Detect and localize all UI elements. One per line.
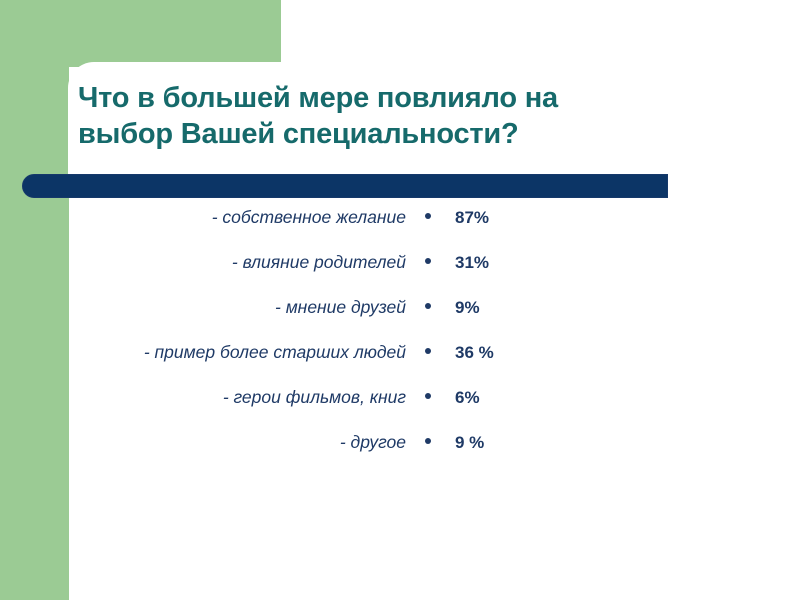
round-bullet-icon	[425, 303, 431, 309]
slide-title-line-1: Что в большей мере повлияло на	[78, 82, 558, 114]
answer-row: - собственное желание 87%	[0, 206, 800, 251]
round-bullet-icon	[425, 213, 431, 219]
answer-label: - влияние родителей	[231, 252, 406, 272]
answer-label: - пример более старших людей	[143, 342, 406, 362]
title-card-panel	[68, 62, 800, 192]
answer-label: - герои фильмов, книг	[222, 387, 406, 407]
answers-list: - собственное желание 87% - влияние роди…	[0, 206, 800, 476]
answer-value-group: 9 %	[425, 432, 484, 454]
answer-value-group: 9%	[425, 297, 480, 319]
answer-percent: 9%	[455, 298, 480, 317]
round-bullet-icon	[425, 393, 431, 399]
slide-title-line-2: выбор Вашей специальности?	[78, 118, 519, 150]
answer-label: - собственное желание	[211, 207, 406, 227]
answer-row: - пример более старших людей 36 %	[0, 341, 800, 386]
answer-row: - герои фильмов, книг 6%	[0, 386, 800, 431]
answer-percent: 36 %	[455, 343, 494, 362]
answer-row: - влияние родителей 31%	[0, 251, 800, 296]
answer-percent: 9 %	[455, 433, 485, 452]
title-divider-bar	[22, 174, 668, 198]
round-bullet-icon	[425, 258, 431, 264]
green-side-strip	[0, 0, 69, 600]
answer-percent: 6%	[455, 388, 480, 407]
answer-label: - мнение друзей	[275, 297, 406, 317]
answer-percent: 31%	[455, 253, 490, 272]
answer-row: - мнение друзей 9%	[0, 296, 800, 341]
round-bullet-icon	[425, 438, 431, 444]
answer-row: - другое 9 %	[0, 431, 800, 476]
answer-value-group: 6%	[425, 387, 480, 409]
answer-value-group: 31%	[425, 252, 489, 274]
answer-percent: 87%	[455, 208, 490, 227]
answer-label: - другое	[339, 432, 406, 452]
round-bullet-icon	[425, 348, 431, 354]
answer-value-group: 87%	[425, 207, 489, 229]
answer-value-group: 36 %	[425, 342, 494, 364]
slide-title: Что в большей мере повлияло на выбор Ваш…	[78, 80, 718, 152]
